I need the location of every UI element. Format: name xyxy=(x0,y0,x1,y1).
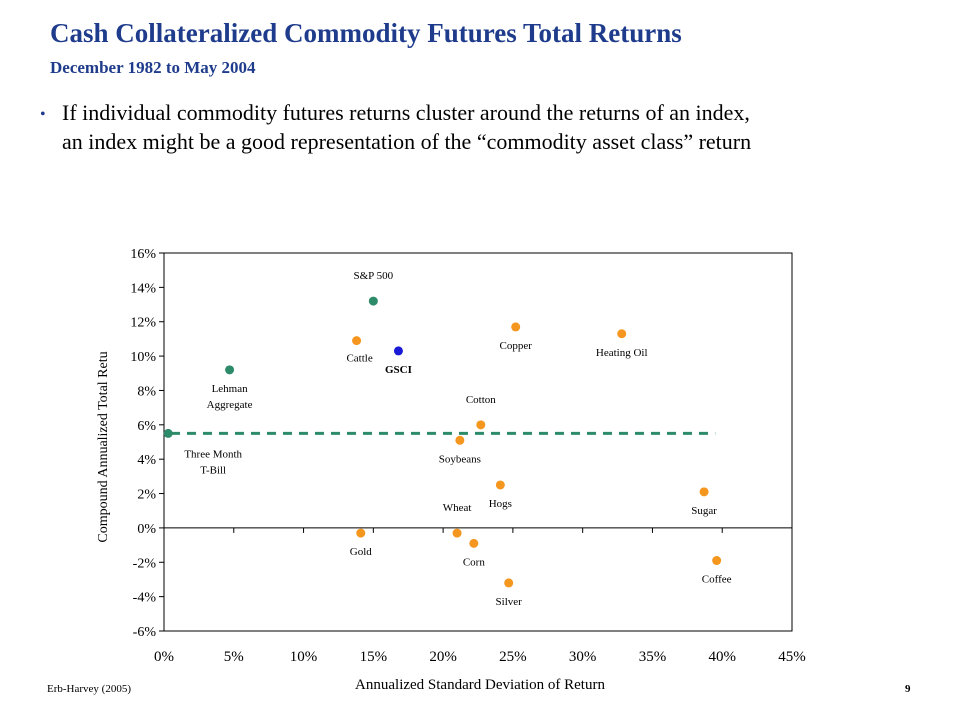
slide-title: Cash Collateralized Commodity Futures To… xyxy=(50,18,682,48)
bullet-text: If individual commodity futures returns … xyxy=(62,98,751,156)
point-three-month-t-bill xyxy=(163,428,173,438)
point-soybeans xyxy=(455,435,465,445)
slide-subtitle: December 1982 to May 2004 xyxy=(50,58,256,77)
y-tick-label: 12% xyxy=(130,316,156,331)
point-gold xyxy=(356,528,366,538)
point-label-wheat: Wheat xyxy=(443,502,472,514)
x-tick-label: 15% xyxy=(360,649,388,665)
point-s-p-500 xyxy=(368,296,378,306)
point-coffee xyxy=(712,556,722,566)
point-silver xyxy=(504,578,514,588)
y-axis-title: Compound Annualized Total Retu xyxy=(96,351,111,542)
y-tick-label: -6% xyxy=(133,625,157,640)
x-axis-title: Annualized Standard Deviation of Return xyxy=(355,677,605,693)
point-label-hogs: Hogs xyxy=(489,498,512,510)
point-cotton xyxy=(476,420,486,430)
point-label-lehman-aggregate: Lehman xyxy=(212,383,249,395)
point-label-soybeans: Soybeans xyxy=(439,453,481,465)
x-tick-label: 20% xyxy=(429,649,457,665)
point-heating-oil xyxy=(617,329,627,339)
point-lehman-aggregate xyxy=(225,365,235,375)
y-tick-label: 16% xyxy=(130,247,156,262)
bullet-line-2: an index might be a good representation … xyxy=(62,129,752,154)
x-tick-label: 40% xyxy=(708,649,736,665)
point-label-gsci: GSCI xyxy=(385,364,412,376)
point-label-s-p-500: S&P 500 xyxy=(354,270,394,282)
point-label-three-month-t-bill: T-Bill xyxy=(200,464,226,476)
x-tick-label: 5% xyxy=(224,649,244,665)
y-tick-label: 0% xyxy=(137,522,156,537)
y-tick-label: 8% xyxy=(137,384,156,399)
bullet-line-1: If individual commodity futures returns … xyxy=(62,100,750,125)
point-label-cattle: Cattle xyxy=(346,353,372,365)
point-label-cotton: Cotton xyxy=(466,394,496,406)
x-tick-label: 10% xyxy=(290,649,318,665)
point-label-copper: Copper xyxy=(499,340,532,352)
point-label-silver: Silver xyxy=(496,596,523,608)
point-wheat xyxy=(452,528,462,538)
y-tick-label: -4% xyxy=(133,591,157,606)
point-sugar xyxy=(699,487,709,497)
y-tick-label: 6% xyxy=(137,419,156,434)
point-label-lehman-aggregate: Aggregate xyxy=(207,399,253,411)
point-label-sugar: Sugar xyxy=(691,505,717,517)
point-label-three-month-t-bill: Three Month xyxy=(184,448,242,460)
point-label-gold: Gold xyxy=(350,546,373,558)
point-copper xyxy=(511,322,521,332)
x-tick-label: 35% xyxy=(639,649,667,665)
point-label-heating-oil: Heating Oil xyxy=(596,347,648,359)
point-corn xyxy=(469,538,479,548)
point-hogs xyxy=(495,480,505,490)
x-tick-label: 45% xyxy=(778,649,806,665)
x-tick-label: 25% xyxy=(499,649,527,665)
point-label-coffee: Coffee xyxy=(702,574,732,586)
x-tick-label: 30% xyxy=(569,649,597,665)
point-gsci xyxy=(393,346,403,356)
y-tick-label: 10% xyxy=(130,350,156,365)
y-tick-label: 14% xyxy=(130,281,156,296)
plot-frame xyxy=(163,252,793,632)
page-number: 9 xyxy=(905,683,911,695)
point-label-corn: Corn xyxy=(463,556,486,568)
source-footer: Erb-Harvey (2005) xyxy=(47,683,131,695)
y-tick-label: 2% xyxy=(137,488,156,503)
x-tick-label: 0% xyxy=(154,649,174,665)
point-cattle xyxy=(352,336,362,346)
bullet-dot-icon: • xyxy=(40,106,46,123)
y-tick-label: 4% xyxy=(137,453,156,468)
y-tick-label: -2% xyxy=(133,556,157,571)
